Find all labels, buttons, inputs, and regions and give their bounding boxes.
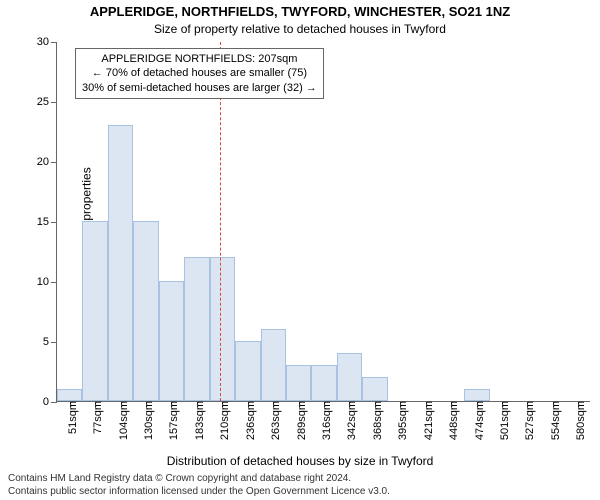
- y-tick-label: 20: [37, 156, 57, 168]
- histogram-bar: [210, 257, 235, 401]
- annotation-line: 30% of semi-detached houses are larger (…: [82, 81, 317, 95]
- x-tick-label: 474sqm: [468, 401, 486, 440]
- histogram-bar: [133, 221, 158, 401]
- x-tick-label: 580sqm: [569, 401, 587, 440]
- x-tick-label: 157sqm: [162, 401, 180, 440]
- histogram-bar: [286, 365, 311, 401]
- x-tick-label: 342sqm: [340, 401, 358, 440]
- histogram-bar: [82, 221, 107, 401]
- x-tick-label: 183sqm: [188, 401, 206, 440]
- histogram-bar: [108, 125, 133, 401]
- annotation-box: APPLERIDGE NORTHFIELDS: 207sqm← 70% of d…: [75, 48, 324, 99]
- footer: Contains HM Land Registry data © Crown c…: [8, 473, 592, 498]
- x-tick-label: 130sqm: [137, 401, 155, 440]
- histogram-bar: [311, 365, 336, 401]
- chart-title: APPLERIDGE, NORTHFIELDS, TWYFORD, WINCHE…: [0, 4, 600, 19]
- x-tick-label: 421sqm: [417, 401, 435, 440]
- x-tick-label: 501sqm: [493, 401, 511, 440]
- footer-line-1: Contains HM Land Registry data © Crown c…: [8, 473, 592, 486]
- histogram-bar: [184, 257, 209, 401]
- x-tick-label: 395sqm: [391, 401, 409, 440]
- x-tick-label: 104sqm: [112, 401, 130, 440]
- footer-line-2: Contains public sector information licen…: [8, 486, 592, 499]
- y-tick-label: 10: [37, 276, 57, 288]
- histogram-bar: [464, 389, 489, 401]
- annotation-line: ← 70% of detached houses are smaller (75…: [82, 66, 317, 80]
- x-tick-label: 77sqm: [86, 401, 104, 434]
- x-tick-label: 316sqm: [315, 401, 333, 440]
- x-tick-label: 448sqm: [442, 401, 460, 440]
- x-tick-label: 368sqm: [366, 401, 384, 440]
- y-tick-label: 15: [37, 216, 57, 228]
- histogram-bar: [57, 389, 82, 401]
- x-axis-label: Distribution of detached houses by size …: [0, 454, 600, 468]
- y-tick-label: 25: [37, 96, 57, 108]
- x-tick-label: 210sqm: [213, 401, 231, 440]
- annotation-line: APPLERIDGE NORTHFIELDS: 207sqm: [82, 52, 317, 66]
- chart-subtitle: Size of property relative to detached ho…: [0, 22, 600, 36]
- x-tick-label: 51sqm: [61, 401, 79, 434]
- y-tick-label: 0: [43, 396, 57, 408]
- histogram-bar: [235, 341, 260, 401]
- x-tick-label: 554sqm: [544, 401, 562, 440]
- histogram-bar: [337, 353, 362, 401]
- y-tick-label: 5: [43, 336, 57, 348]
- x-tick-label: 263sqm: [264, 401, 282, 440]
- y-tick-label: 30: [37, 36, 57, 48]
- x-tick-label: 236sqm: [239, 401, 257, 440]
- histogram-bar: [261, 329, 286, 401]
- x-tick-label: 527sqm: [518, 401, 536, 440]
- histogram-bar: [159, 281, 184, 401]
- histogram-bar: [362, 377, 387, 401]
- x-tick-label: 289sqm: [290, 401, 308, 440]
- plot-area: 05101520253051sqm77sqm104sqm130sqm157sqm…: [56, 42, 590, 402]
